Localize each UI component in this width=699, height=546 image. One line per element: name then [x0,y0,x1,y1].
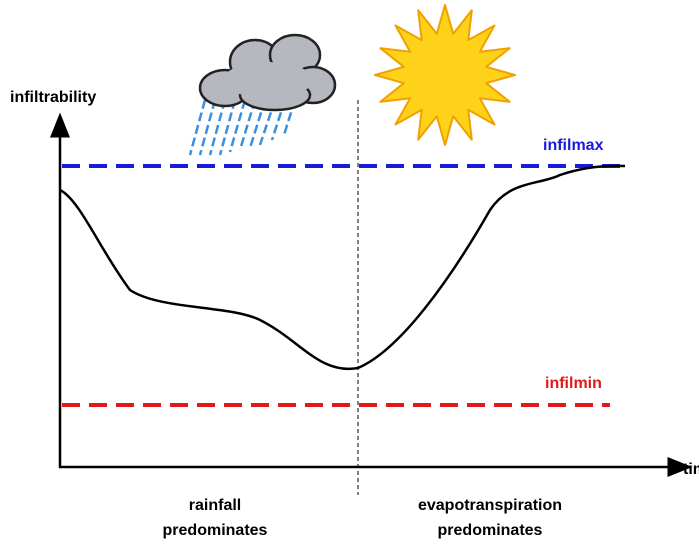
sun-disc [405,35,485,115]
infilmax-label: infilmax [543,137,604,154]
region-label: evapotranspiration [418,497,562,514]
sun-icon [374,4,516,146]
region-label: predominates [438,522,543,539]
infiltrability-curve [59,164,626,371]
y-axis-label: infiltrability [10,89,96,106]
region-label: predominates [163,522,268,539]
cloud-icon [188,33,337,156]
infilmin-label: infilmin [545,375,602,392]
region-label: rainfall [189,497,241,514]
x-axis-label: time [683,461,699,478]
